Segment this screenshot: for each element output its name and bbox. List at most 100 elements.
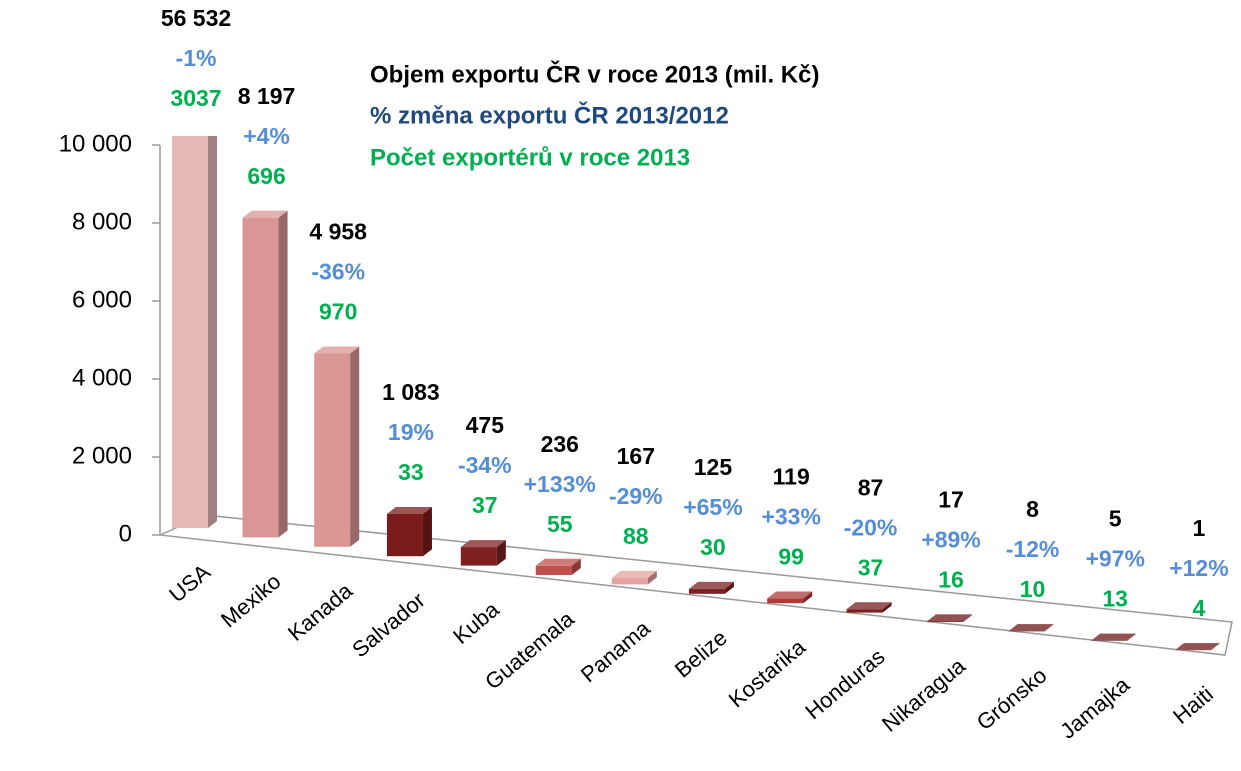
bar-side (803, 591, 813, 604)
y-tick-label: 8 000 (72, 208, 132, 235)
bar-top (846, 602, 892, 610)
bar-top-light (846, 602, 892, 610)
x-tick-label: Grónsko (972, 663, 1052, 736)
data-label: 167 (617, 443, 655, 469)
bar (535, 558, 581, 575)
x-tick-label: Kostarika (724, 634, 811, 713)
bar (1174, 643, 1220, 651)
x-tick-label: Honduras (800, 644, 889, 724)
bar-top-light (535, 558, 581, 566)
bar (314, 346, 360, 547)
y-tick-label: 0 (119, 520, 132, 547)
y-tick-label: 6 000 (72, 286, 132, 313)
y-tick-label: 2 000 (72, 442, 132, 469)
bar-side (1127, 633, 1137, 641)
data-label: -29% (609, 483, 663, 509)
bar-top-light (1008, 624, 1054, 632)
data-label: -1% (176, 45, 217, 71)
bar-front (927, 621, 963, 622)
bar-top-light (1091, 633, 1137, 641)
bar (1008, 624, 1054, 632)
legend-entry: % změna exportu ČR 2013/2012 (370, 101, 729, 129)
data-label: 17 (938, 486, 964, 512)
bar-front (386, 513, 423, 557)
bar-top (535, 558, 581, 566)
bar-top-light (611, 570, 657, 578)
bar-side-shade (724, 581, 734, 594)
bar-top-light (314, 346, 360, 354)
bar (1091, 633, 1137, 641)
bar-side (571, 558, 581, 575)
x-tick-label: Belize (670, 625, 732, 683)
x-tick-label: Kanada (283, 577, 358, 645)
bar-side (278, 210, 288, 538)
data-label: 119 (773, 464, 810, 490)
data-label: 4 (1193, 595, 1206, 621)
data-label: 30 (700, 534, 726, 560)
x-tick-label: Salvador (347, 587, 430, 662)
bar-side (1044, 624, 1054, 632)
data-label: -20% (844, 514, 898, 540)
bar-side (647, 570, 657, 585)
legend-entry: Počet exportérů v roce 2013 (370, 144, 690, 171)
data-label: 33 (398, 459, 424, 485)
bar-top-light (460, 540, 506, 548)
bar-side (208, 136, 217, 528)
bar-side-shade (422, 506, 432, 557)
data-label: 5 (1109, 506, 1122, 532)
bar-top (1091, 633, 1137, 641)
data-label: 56 532 (161, 5, 231, 31)
bar (767, 591, 813, 604)
data-label: 3037 (170, 85, 221, 111)
bar-side (496, 540, 506, 566)
data-label: +133% (524, 471, 596, 497)
data-label: 1 (1193, 515, 1206, 541)
bar-front (460, 547, 497, 566)
data-label: -12% (1006, 536, 1060, 562)
bar-front (688, 588, 725, 594)
data-label: 10 (1020, 576, 1046, 602)
bar-top-light (688, 581, 734, 589)
bar-side (1210, 643, 1220, 651)
bar-top (688, 581, 734, 589)
bar-side-shade (350, 346, 360, 547)
bar (172, 136, 217, 528)
bar-side (422, 506, 432, 557)
data-label: 88 (623, 523, 649, 549)
data-label: 55 (547, 511, 573, 537)
bar-side-shade (803, 591, 813, 604)
x-tick-label: Jamajka (1055, 671, 1134, 743)
x-tick-label: Kuba (448, 596, 504, 649)
x-tick-label: Panama (576, 615, 655, 687)
data-label: 8 197 (238, 83, 296, 109)
bar (927, 614, 972, 622)
bar-top (611, 570, 657, 578)
data-label: 37 (858, 554, 884, 580)
bar-top-light (927, 614, 972, 622)
data-label: +97% (1085, 546, 1144, 572)
data-label: +89% (921, 526, 980, 552)
bar-side-shade (1044, 624, 1054, 632)
x-tick-label: Haiti (1168, 681, 1218, 728)
x-tick-label: USA (164, 559, 215, 607)
bar-side-shade (1127, 633, 1137, 641)
data-label: 87 (858, 474, 884, 500)
bar-front (767, 598, 804, 604)
bar-side (882, 602, 892, 613)
bars (172, 136, 1220, 651)
bar-front (314, 353, 351, 547)
data-label: 19% (388, 419, 434, 445)
bar-top-light (242, 210, 288, 218)
bar (688, 581, 734, 594)
data-label: +4% (243, 123, 290, 149)
data-label: +33% (761, 504, 820, 530)
bar (242, 210, 288, 538)
data-label: 970 (319, 299, 357, 325)
bar (386, 506, 432, 557)
data-label: 475 (466, 412, 505, 438)
bar-top-light (386, 506, 432, 514)
bar-top (314, 346, 360, 354)
bar-top (460, 540, 506, 548)
legend-entry: Objem exportu ČR v roce 2013 (mil. Kč) (370, 60, 819, 88)
bar-top (386, 506, 432, 514)
